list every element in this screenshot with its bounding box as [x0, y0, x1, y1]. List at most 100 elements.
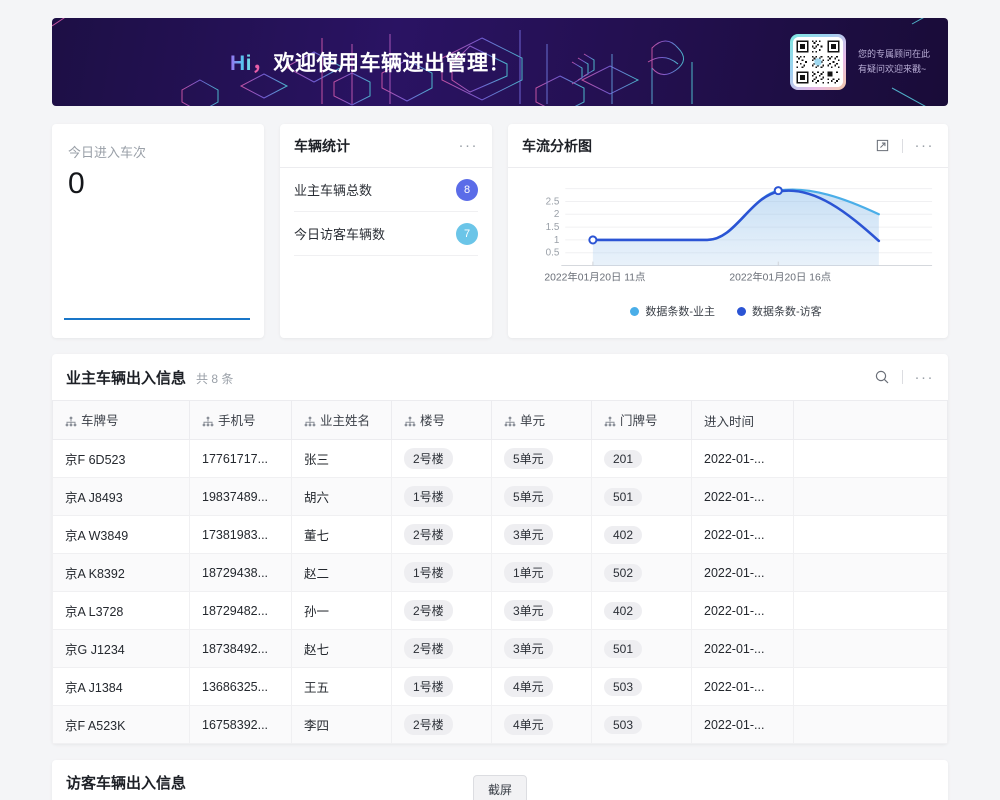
traffic-chart-svg: 2.5 2 1.5 1 0.5 — [544, 186, 933, 283]
x-tick-label: 2022年01月20日 11点 — [544, 270, 645, 283]
cell-owner-name: 胡六 — [291, 477, 392, 516]
cell-plate: 京A L3728 — [52, 591, 190, 630]
table-row[interactable]: 京F A523K 16758392... 李四 2号楼 4单元 503 2022-01-..… — [52, 705, 948, 744]
cell-plate: 京A W3849 — [52, 515, 190, 554]
more-options-icon[interactable]: ··· — [914, 137, 934, 154]
legend-dot-icon — [737, 306, 746, 316]
column-header-door[interactable]: 门牌号 — [591, 400, 692, 440]
series-line-visitor — [591, 189, 881, 243]
column-header-owner-name[interactable]: 业主姓名 — [291, 400, 392, 440]
qr-code-icon — [792, 37, 843, 87]
welcome-banner: Hi，欢迎使用车辆进出管理！ — [52, 18, 948, 106]
cell-building-pill: 1号楼 — [404, 676, 453, 697]
cell-entry-time: 2022-01-... — [691, 705, 794, 744]
cell-owner-name: 孙一 — [291, 591, 392, 630]
visitor-table-header: 访客车辆出入信息 — [52, 760, 948, 800]
vehicle-statistics-rows: 业主车辆总数 8 今日访客车辆数 7 — [280, 168, 492, 256]
y-tick-label: 1.5 — [546, 222, 560, 233]
cell-door: 201 — [591, 439, 692, 478]
cell-door: 402 — [591, 515, 692, 554]
traffic-analysis-header: 车流分析图 ··· — [508, 124, 948, 168]
cell-plate: 京A J1384 — [52, 667, 190, 706]
cell-blank — [793, 705, 948, 744]
today-entries-underline — [64, 318, 250, 320]
column-header-phone[interactable]: 手机号 — [189, 400, 292, 440]
legend-item[interactable]: 数据条数-访客 — [737, 303, 822, 319]
table-row[interactable]: 京A W3849 17381983... 董七 2号楼 3单元 402 2022-01-..… — [52, 515, 948, 554]
cell-unit-pill: 3单元 — [504, 524, 553, 545]
cell-building: 2号楼 — [391, 705, 492, 744]
cell-entry-time: 2022-01-... — [691, 629, 794, 668]
column-header-building[interactable]: 楼号 — [391, 400, 492, 440]
hierarchy-icon — [202, 416, 214, 430]
table-row[interactable]: 京A J1384 13686325... 王五 1号楼 4单元 503 2022-01-..… — [52, 667, 948, 706]
traffic-analysis-actions: ··· — [875, 138, 935, 153]
stat-row-label: 业主车辆总数 — [294, 183, 373, 198]
vehicle-statistics-title: 车辆统计 — [294, 137, 350, 154]
column-header-label: 手机号 — [218, 414, 256, 428]
cell-owner-name: 赵七 — [291, 629, 392, 668]
hierarchy-icon — [604, 416, 616, 430]
visitor-table-title: 访客车辆出入信息 — [66, 775, 187, 792]
screenshot-button[interactable]: 截屏 — [472, 775, 528, 800]
cell-plate: 京F 6D523 — [52, 439, 190, 478]
advisor-text: 您的专属顾问在此 有疑问欢迎来戳~ — [858, 47, 930, 78]
cell-phone: 19837489... — [189, 477, 292, 516]
cell-owner-name: 李四 — [291, 705, 392, 744]
owner-table-count: 共 8 条 — [196, 371, 234, 386]
banner-title-rest: 欢迎使用车辆进出管理！ — [273, 52, 510, 75]
owner-vehicle-table: 车牌号 手机号 业主姓名 楼号 单元 门牌号 — [52, 400, 948, 744]
cell-plate: 京F A523K — [52, 705, 190, 744]
table-row[interactable]: 京F 6D523 17761717... 张三 2号楼 5单元 201 2022-01-..… — [52, 439, 948, 478]
table-row[interactable]: 京G J1234 18738492... 赵七 2号楼 3单元 501 2022-01-..… — [52, 629, 948, 668]
cell-entry-time: 2022-01-... — [691, 553, 794, 592]
cell-unit-pill: 1单元 — [504, 562, 553, 583]
cell-owner-name: 董七 — [291, 515, 392, 554]
cell-building: 1号楼 — [391, 553, 492, 592]
chart-legend: 数据条数-业主 数据条数-访客 — [514, 303, 938, 319]
cell-owner-name: 张三 — [291, 439, 392, 478]
search-icon[interactable] — [874, 369, 890, 385]
advisor-line-2: 有疑问欢迎来戳~ — [857, 64, 927, 74]
data-point — [588, 235, 598, 245]
cell-blank — [793, 591, 948, 630]
cell-unit-pill: 4单元 — [504, 714, 553, 735]
column-header-unit[interactable]: 单元 — [491, 400, 592, 440]
more-options-icon[interactable]: ··· — [458, 137, 478, 154]
cell-unit: 3单元 — [491, 591, 592, 630]
cell-door-pill: 201 — [604, 449, 643, 468]
table-row[interactable]: 京A K8392 18729438... 赵二 1号楼 1单元 502 2022-01-..… — [52, 553, 948, 592]
banner-comma: ， — [252, 52, 274, 75]
cell-blank — [793, 477, 948, 516]
cell-unit: 5单元 — [491, 477, 592, 516]
cell-building-pill: 1号楼 — [404, 486, 453, 507]
today-entries-value: 0 — [68, 167, 85, 200]
cell-phone: 18738492... — [189, 629, 292, 668]
cell-building: 2号楼 — [391, 515, 492, 554]
table-row[interactable]: 京A J8493 19837489... 胡六 1号楼 5单元 501 2022-01-..… — [52, 477, 948, 516]
today-entries-label: 今日进入车次 — [68, 145, 147, 160]
today-entries-card: 今日进入车次 0 — [52, 124, 264, 338]
column-header-label: 楼号 — [420, 414, 446, 428]
cell-owner-name: 王五 — [291, 667, 392, 706]
cell-entry-time: 2022-01-... — [691, 591, 794, 630]
cell-building-pill: 2号楼 — [404, 638, 453, 659]
cell-phone: 13686325... — [189, 667, 292, 706]
more-options-icon[interactable]: ··· — [914, 368, 934, 386]
cell-phone: 18729482... — [189, 591, 292, 630]
cell-owner-name: 赵二 — [291, 553, 392, 592]
table-row[interactable]: 京A L3728 18729482... 孙一 2号楼 3单元 402 2022-01-..… — [52, 591, 948, 630]
qr-code-frame[interactable] — [789, 34, 846, 90]
cell-building: 2号楼 — [391, 591, 492, 630]
legend-label: 数据条数-访客 — [752, 306, 822, 318]
cell-door: 501 — [591, 477, 692, 516]
column-header-entry-time[interactable]: 进入时间 — [691, 400, 794, 440]
external-link-icon[interactable] — [875, 138, 890, 153]
cell-blank — [793, 515, 948, 554]
legend-item[interactable]: 数据条数-业主 — [630, 303, 715, 319]
owner-table-title-group: 业主车辆出入信息 共 8 条 — [66, 367, 233, 388]
column-header-plate[interactable]: 车牌号 — [52, 400, 190, 440]
cell-entry-time: 2022-01-... — [691, 439, 794, 478]
stat-row: 今日访客车辆数 7 — [294, 212, 478, 256]
hierarchy-icon — [304, 416, 316, 430]
